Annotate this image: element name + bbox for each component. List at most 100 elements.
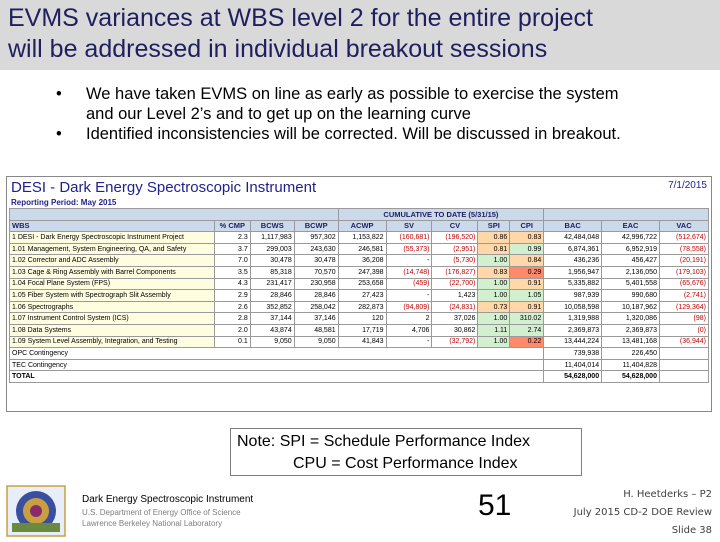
col-header: VAC: [658, 219, 710, 233]
bullet-text: Identified inconsistencies will be corre…: [86, 125, 621, 143]
cell-bcwp: 37,146: [293, 312, 339, 325]
summary-row: TOTAL 54,628,000 54,628,000: [8, 370, 710, 383]
reporting-period: Reporting Period: May 2015: [11, 198, 117, 207]
cell-cpi: 0.99: [509, 242, 545, 256]
header-spacer: [543, 208, 709, 221]
cell-wbs: 1.01 Management, System Engineering, QA,…: [9, 242, 215, 256]
cell-acwp: 27,423: [337, 289, 387, 302]
col-header: BCWS: [249, 219, 295, 233]
cell-sv: -: [385, 254, 433, 267]
cell-spi: 1.00: [477, 254, 511, 267]
cell-sv: 4,706: [385, 323, 433, 337]
bullet-dot: •: [56, 85, 62, 103]
cell-bac: 1,319,988: [543, 312, 603, 325]
cell-bcwp: 957,302: [293, 231, 339, 244]
note-line-1: Note: SPI = Schedule Performance Index: [237, 433, 531, 450]
cell-vac: (0): [658, 323, 710, 337]
table-row: 1 DESI - Dark Energy Spectroscopic Instr…: [9, 231, 710, 244]
table-row: 1.02 Corrector and ADC Assembly 7.0 30,478…: [9, 254, 710, 267]
cell-cv: (22,700): [431, 277, 479, 291]
report-date: 7/1/2015: [668, 180, 707, 191]
cell-sv: -: [385, 289, 433, 302]
cell-eac: 990,680: [601, 289, 660, 302]
col-header: BAC: [543, 219, 603, 233]
cell-bac: 5,335,882: [543, 277, 603, 291]
cell-acwp: 247,398: [337, 265, 387, 279]
cell-acwp: 282,873: [337, 300, 387, 314]
col-header: EAC: [601, 219, 660, 233]
cell-bac: 10,058,598: [543, 300, 603, 314]
cell-bcws: 28,846: [249, 289, 295, 302]
summary-bac: 11,404,014: [543, 358, 603, 372]
cell-cv: (176,827): [431, 265, 479, 279]
cell-bcwp: 258,042: [293, 300, 339, 314]
cell-sv: (14,748): [385, 265, 433, 279]
cell-cmp: 7.0: [213, 254, 251, 267]
cell-bcwp: 28,846: [293, 289, 339, 302]
summary-row: TEC Contingency 11,404,014 11,404,828: [8, 358, 710, 372]
cell-bcwp: 9,050: [293, 335, 339, 349]
summary-eac: 54,628,000: [601, 370, 660, 383]
summary-bac: 739,938: [543, 347, 603, 360]
cell-cmp: 2.3: [213, 231, 251, 244]
summary-eac: 11,404,828: [601, 358, 660, 372]
cell-bcwp: 230,958: [293, 277, 339, 291]
summary-bac: 54,628,000: [543, 370, 603, 383]
cell-spi: 0.73: [477, 300, 511, 314]
cell-spi: 0.83: [477, 265, 511, 279]
table-row: 1.04 Focal Plane System (FPS) 4.3 231,417 2…: [9, 277, 710, 291]
cell-vac: (98): [658, 312, 710, 325]
cell-bcwp: 30,478: [293, 254, 339, 267]
cell-vac: (129,364): [658, 300, 710, 314]
cell-bcws: 231,417: [249, 277, 295, 291]
cell-cpi: 0.91: [509, 277, 545, 291]
cell-acwp: 17,719: [337, 323, 387, 337]
cell-sv: (160,681): [385, 231, 433, 244]
cell-cv: (196,520): [431, 231, 479, 244]
cell-spi: 1.00: [477, 312, 511, 325]
cell-eac: 5,401,558: [601, 277, 660, 291]
cell-spi: 1.11: [477, 323, 511, 337]
cell-bac: 6,874,361: [543, 242, 603, 256]
cell-cpi: 0.91: [509, 300, 545, 314]
col-header: CV: [431, 219, 479, 233]
cell-vac: (20,191): [658, 254, 710, 267]
summary-label: TEC Contingency: [8, 358, 545, 372]
cell-cpi: 0.29: [509, 265, 545, 279]
bullet-list: • We have taken EVMS on line as early as…: [56, 84, 706, 144]
cell-eac: 2,136,050: [601, 265, 660, 279]
bullet-item: • Identified inconsistencies will be cor…: [56, 124, 706, 144]
cell-acwp: 36,208: [337, 254, 387, 267]
cell-cv: 30,862: [431, 323, 479, 337]
note-line-2: CPU = Cost Performance Index: [293, 455, 518, 472]
cell-acwp: 246,581: [337, 242, 387, 256]
summary-vac: [658, 370, 710, 383]
evms-spreadsheet: DESI - Dark Energy Spectroscopic Instrum…: [6, 176, 712, 412]
cell-spi: 0.86: [477, 231, 511, 244]
table-row: 1.09 System Level Assembly, Integration,…: [9, 335, 710, 349]
cell-wbs: 1 DESI - Dark Energy Spectroscopic Instr…: [9, 231, 215, 244]
footer-right: H. Heetderks – P2 July 2015 CD-2 DOE Rev…: [574, 486, 712, 540]
cell-cv: 37,026: [431, 312, 479, 325]
cell-sv: -: [385, 335, 433, 349]
cell-bcws: 30,478: [249, 254, 295, 267]
cell-vac: (78,558): [658, 242, 710, 256]
cell-eac: 456,427: [601, 254, 660, 267]
cell-bac: 987,939: [543, 289, 603, 302]
cell-bcwp: 70,570: [293, 265, 339, 279]
footer-org: Dark Energy Spectroscopic Instrument: [82, 494, 254, 505]
bullet-line: We have taken EVMS on line as early as p…: [86, 85, 619, 103]
desi-logo: [6, 485, 66, 537]
col-header: % CMP: [213, 219, 251, 233]
cell-cpi: 0.22: [509, 335, 545, 349]
cell-cpi: 310.02: [509, 312, 545, 325]
cell-bcws: 85,318: [249, 265, 295, 279]
cell-acwp: 41,843: [337, 335, 387, 349]
cell-vac: (179,103): [658, 265, 710, 279]
cell-wbs: 1.05 Fiber System with Spectrograph Slit…: [9, 289, 215, 302]
cell-cmp: 3.5: [213, 265, 251, 279]
footer-sub: U.S. Department of Energy Office of Scie…: [82, 507, 241, 529]
cell-vac: (36,944): [658, 335, 710, 349]
cell-wbs: 1.04 Focal Plane System (FPS): [9, 277, 215, 291]
summary-label: OPC Contingency: [8, 347, 545, 360]
